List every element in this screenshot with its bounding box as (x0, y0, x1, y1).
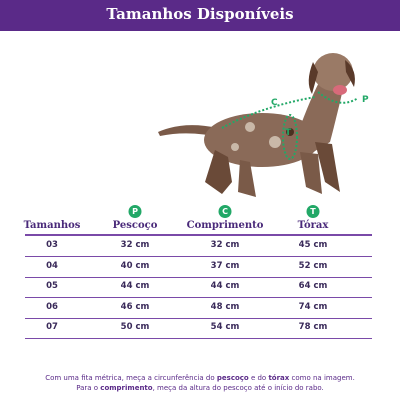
footer-text: pescoço (216, 374, 249, 382)
column-header: Tórax (297, 220, 329, 231)
row-rule (25, 297, 372, 298)
table-cell: 45 cm (298, 240, 328, 250)
header-banner (0, 0, 400, 31)
table-cell: 06 (46, 301, 58, 312)
table-cell: 37 cm (210, 260, 240, 271)
table-cell: 03 (46, 240, 58, 250)
measure-label: T (285, 128, 292, 138)
measure-label: P (362, 95, 369, 105)
table-cell: 44 cm (120, 281, 150, 291)
column-badge: C (218, 205, 232, 218)
table-cell: 32 cm (120, 240, 150, 250)
table-cell: 46 cm (120, 301, 150, 312)
footer-text: Com uma fita métrica, meça a circunferên… (45, 374, 217, 382)
column-badge: T (306, 205, 320, 218)
table-cell: 74 cm (298, 301, 328, 312)
row-rule (25, 338, 372, 339)
table-cell: 78 cm (298, 322, 328, 332)
column-badge: P (128, 205, 142, 218)
table-cell: 64 cm (298, 281, 328, 291)
row-rule (25, 317, 372, 319)
page-title: Tamanhos Disponíveis (106, 5, 294, 23)
row-rule (25, 256, 372, 257)
footer-text: como na imagem. (289, 374, 355, 382)
footer-text: comprimento (100, 384, 153, 392)
table-cell: 32 cm (210, 240, 240, 250)
column-header: Comprimento (186, 220, 264, 231)
measure-label: C (271, 98, 278, 108)
footer-line: Com uma fita métrica, meça a circunferên… (0, 374, 400, 382)
footer-text: , meça da altura do pescoço até o início… (152, 384, 324, 392)
table-cell: 48 cm (210, 301, 240, 312)
footer-text: Para o (76, 384, 101, 392)
table-cell: 50 cm (120, 322, 150, 332)
table-cell: 05 (46, 281, 58, 291)
footer-line: Para o comprimento, meça da altura do pe… (0, 384, 400, 392)
table-cell: 40 cm (120, 260, 150, 271)
footer-text: e do (248, 374, 269, 382)
table-cell: 44 cm (210, 281, 240, 291)
table-cell: 52 cm (298, 260, 328, 271)
row-rule (25, 276, 372, 278)
table-cell: 07 (46, 322, 58, 332)
column-header: Pescoço (112, 220, 158, 231)
table-cell: 04 (46, 260, 58, 271)
column-header: Tamanhos (23, 220, 81, 231)
header-rule (25, 234, 372, 236)
footer-text: tórax (268, 374, 290, 382)
table-cell: 54 cm (210, 322, 240, 332)
dog-illustration: C P T (158, 53, 369, 197)
